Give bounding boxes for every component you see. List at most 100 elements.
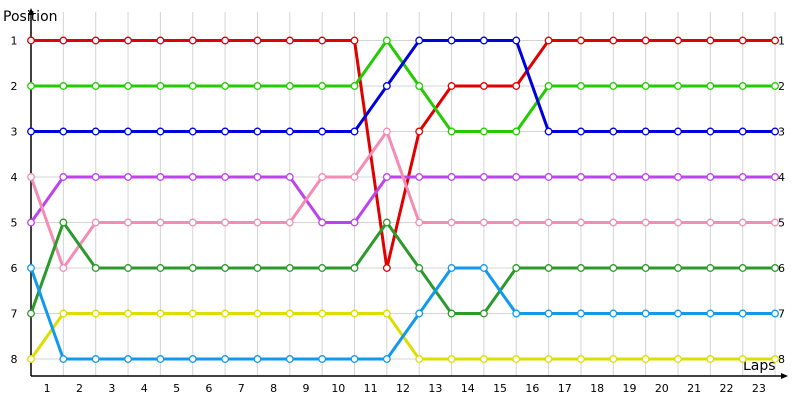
y-tick-label-left: 1 [11, 35, 18, 48]
series-5-point [124, 218, 132, 227]
series-4-point [609, 173, 618, 181]
series-4-point [641, 173, 650, 181]
series-1-point [59, 36, 68, 45]
x-tick-label: 16 [525, 382, 539, 395]
series-1-point [188, 36, 197, 45]
series-3-point [188, 127, 197, 136]
x-tick-label: 19 [622, 382, 636, 395]
series-5-point [415, 218, 424, 227]
series-4-point [253, 173, 262, 181]
series-5-point [285, 218, 294, 227]
x-tick-label: 20 [655, 382, 669, 395]
series-5-point [59, 264, 68, 272]
series-8-point [285, 355, 294, 363]
series-6-point [188, 264, 197, 272]
series-4-point [706, 173, 715, 181]
series-7-point [59, 309, 68, 318]
series-3-point [221, 127, 230, 136]
series-2-point [738, 82, 747, 90]
series-3-point [350, 127, 359, 136]
series-2-point [382, 36, 391, 45]
series-6-point [771, 264, 779, 272]
series-8-point [577, 309, 585, 318]
series-2-point [415, 82, 424, 90]
series-8-point [512, 309, 521, 318]
series-1-point [91, 36, 100, 45]
series-8-point [318, 355, 327, 363]
series-3-point [577, 127, 585, 136]
series-7-point [479, 355, 488, 363]
x-tick-label: 13 [428, 382, 442, 395]
series-4-point [771, 173, 779, 181]
series-5-point [382, 127, 391, 136]
x-tick-label: 8 [270, 382, 277, 395]
series-2-point [674, 82, 682, 90]
series-7-point [609, 355, 618, 363]
series-5-point [641, 218, 650, 227]
series-5-point [512, 218, 521, 227]
series-5-point [350, 173, 359, 181]
series-6-point [156, 264, 165, 272]
series-6-point [738, 264, 747, 272]
series-4-point [27, 218, 35, 227]
series-line-8 [29, 266, 777, 361]
series-1-point [156, 36, 165, 45]
series-8-point [706, 309, 715, 318]
series-8-point [479, 264, 488, 272]
series-7-point [156, 309, 165, 318]
x-tick-labels: 1 2 3 4 5 6 7 8 9 10 11 12 13 14 15 16 17 18 19 20 21 22 23 [44, 382, 766, 395]
series-3-point [706, 127, 715, 136]
series-4-point [382, 173, 391, 181]
series-8-point [674, 309, 682, 318]
y-tick-label-right: 7 [778, 308, 785, 321]
series-7-point [706, 355, 715, 363]
series-1-point [350, 36, 359, 45]
series-1-point [318, 36, 327, 45]
x-tick-label: 6 [205, 382, 212, 395]
series-1-point [577, 36, 585, 45]
series-4-point [59, 173, 68, 181]
x-tick-label: 4 [141, 382, 148, 395]
series-1-point [479, 82, 488, 90]
series-7-point [253, 309, 262, 318]
series-4-point [415, 173, 424, 181]
series-3-point [674, 127, 682, 136]
series-8-point [447, 264, 456, 272]
x-tick-label: 14 [461, 382, 475, 395]
series-3-point [415, 36, 424, 45]
series-6-point [253, 264, 262, 272]
x-axis-title: Laps [743, 358, 776, 374]
series-2-point [479, 127, 488, 136]
series-8-point [156, 355, 165, 363]
series-3-point [91, 127, 100, 136]
series-1-point [221, 36, 230, 45]
series-4-point [124, 173, 132, 181]
series-5-point [544, 218, 553, 227]
x-tick-label: 7 [238, 382, 245, 395]
y-axis-arrow [28, 8, 34, 15]
series-3-point [27, 127, 35, 136]
series-6-point [91, 264, 100, 272]
y-tick-label-left: 2 [11, 80, 18, 93]
y-tick-label-left: 3 [11, 126, 18, 139]
series-6-point [479, 309, 488, 318]
series-5-point [318, 173, 327, 181]
x-tick-label: 23 [752, 382, 766, 395]
series-2-point [350, 82, 359, 90]
series-3-point [382, 82, 391, 90]
series-6-point [641, 264, 650, 272]
series-3-point [285, 127, 294, 136]
series-1-point [609, 36, 618, 45]
series-1-point [27, 36, 35, 45]
x-tick-label: 18 [590, 382, 604, 395]
series-2-point [27, 82, 35, 90]
series-line-1 [29, 39, 777, 270]
series-5-point [706, 218, 715, 227]
series-2-point [156, 82, 165, 90]
series-7-point [641, 355, 650, 363]
series-5-point [27, 173, 35, 181]
series-6-point [706, 264, 715, 272]
series-1-point [544, 36, 553, 45]
series-1-point [415, 127, 424, 136]
series-5-point [447, 218, 456, 227]
